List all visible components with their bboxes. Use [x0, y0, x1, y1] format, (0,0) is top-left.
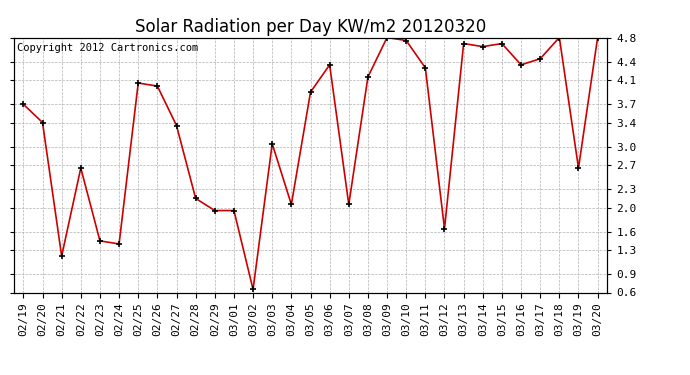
Title: Solar Radiation per Day KW/m2 20120320: Solar Radiation per Day KW/m2 20120320: [135, 18, 486, 36]
Text: Copyright 2012 Cartronics.com: Copyright 2012 Cartronics.com: [17, 43, 198, 52]
